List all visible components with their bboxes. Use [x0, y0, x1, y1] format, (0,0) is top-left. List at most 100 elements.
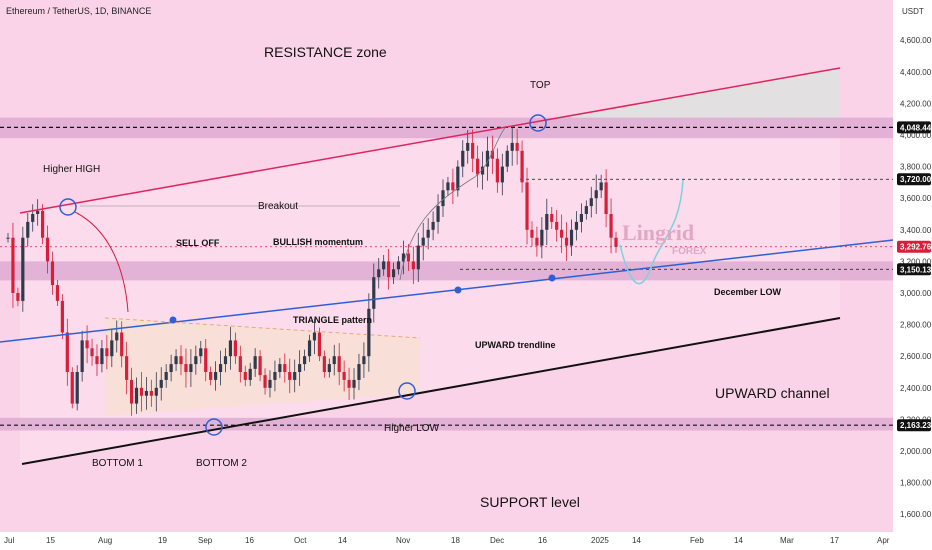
candle	[411, 246, 415, 285]
candle	[174, 349, 178, 372]
candle	[144, 376, 149, 410]
candle	[199, 340, 203, 364]
candle	[60, 294, 64, 340]
candle	[510, 127, 514, 166]
candle	[263, 368, 267, 395]
candle	[569, 219, 574, 256]
higher-high-label: Higher HIGH	[43, 164, 100, 175]
candle	[480, 151, 485, 190]
y-tick-label: 2,400.00	[900, 384, 932, 393]
x-tick-label: Aug	[98, 536, 112, 545]
december-low-label: December LOW	[714, 287, 782, 297]
candle	[431, 211, 435, 241]
x-tick-label: Dec	[490, 536, 504, 545]
candle	[110, 329, 114, 368]
candle	[159, 367, 163, 401]
price-tag	[897, 121, 931, 134]
higher-low-label: Higher LOW	[384, 423, 440, 434]
candle	[594, 174, 598, 214]
price-tag-value: 3,720.00	[900, 175, 932, 184]
x-tick-label: Oct	[294, 536, 307, 545]
candle	[352, 368, 356, 400]
candle	[387, 248, 391, 290]
candle	[115, 320, 119, 353]
resistance-channel-line[interactable]	[19, 67, 841, 214]
candle	[218, 350, 223, 386]
bottom2-label: BOTTOM 2	[196, 458, 247, 469]
candle	[189, 349, 193, 387]
candle	[31, 204, 35, 232]
candle	[36, 199, 40, 226]
candle	[233, 332, 237, 365]
candle	[451, 168, 455, 205]
candle	[604, 169, 608, 228]
candle	[337, 343, 341, 386]
candle	[396, 256, 401, 275]
candle	[317, 327, 322, 362]
price-tag	[897, 263, 931, 276]
upward-channel-support-line[interactable]	[21, 317, 841, 465]
candle	[461, 140, 465, 178]
chart-title: Ethereum / TetherUS, 1D, BINANCE	[6, 6, 152, 16]
candle	[441, 179, 445, 217]
x-tick-label: 14	[632, 536, 641, 545]
y-tick-label: 3,600.00	[900, 194, 932, 203]
upward-trendline[interactable]	[0, 239, 894, 343]
candle	[584, 200, 588, 220]
candle	[65, 318, 69, 386]
candle	[228, 326, 233, 370]
candle	[347, 367, 351, 400]
candle	[204, 339, 208, 382]
trend-touch-marker	[454, 286, 462, 294]
zone-resistance	[0, 117, 893, 139]
candle	[70, 367, 74, 409]
candle	[55, 280, 60, 306]
candle	[134, 377, 139, 414]
pivot-circle	[398, 382, 416, 400]
x-tick-label: Jul	[4, 536, 14, 545]
candle	[475, 145, 480, 188]
candle	[258, 350, 262, 382]
candle	[357, 353, 361, 391]
top-label: TOP	[530, 80, 551, 91]
candle	[6, 232, 10, 243]
y-tick-label: 3,800.00	[900, 163, 932, 172]
candle	[149, 379, 153, 407]
candle	[95, 344, 99, 376]
triangle-upper-line	[104, 317, 421, 339]
candle	[490, 135, 495, 174]
candle	[248, 362, 252, 386]
candle	[540, 217, 544, 259]
candle	[120, 321, 124, 368]
price-tag	[897, 419, 931, 432]
x-tick-label: 2025	[591, 536, 609, 545]
support-label: SUPPORT level	[480, 494, 580, 510]
x-tick-label: Apr	[877, 536, 890, 545]
x-axis-panel	[0, 532, 893, 550]
y-tick-label: 4,400.00	[900, 68, 932, 77]
x-tick-label: 18	[451, 536, 460, 545]
resistance-label: RESISTANCE zone	[264, 44, 387, 60]
candle	[332, 344, 336, 376]
candle	[550, 206, 554, 229]
trend-touch-marker	[169, 316, 177, 324]
candle	[372, 263, 376, 323]
candle	[564, 222, 569, 262]
candle	[401, 240, 406, 275]
pivot-circle	[59, 198, 77, 216]
candle	[327, 358, 331, 378]
candle	[535, 226, 539, 257]
candle	[278, 357, 282, 379]
x-tick-label: 14	[734, 536, 743, 545]
candle	[253, 348, 257, 377]
projection-path	[619, 179, 684, 285]
candle	[312, 318, 317, 355]
candle	[515, 128, 519, 165]
watermark-sub: FOREX	[672, 246, 707, 257]
candle	[105, 335, 109, 370]
candle	[214, 361, 218, 391]
candle	[342, 360, 346, 392]
candle	[307, 334, 312, 362]
candle	[545, 198, 549, 245]
